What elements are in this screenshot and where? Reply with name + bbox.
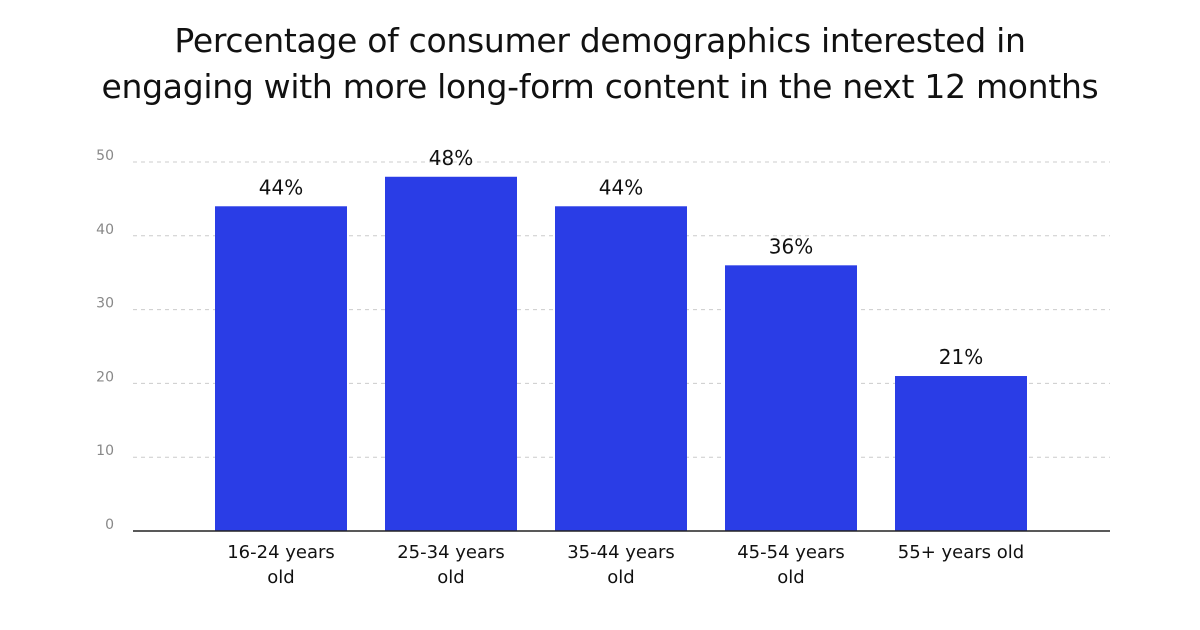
x-tick-label: 55+ years old — [898, 542, 1024, 563]
x-tick-label: 45-54 years — [737, 542, 845, 563]
x-tick-label: 16-24 years — [227, 542, 335, 563]
chart-title-line-1: Percentage of consumer demographics inte… — [174, 21, 1026, 60]
data-label: 44% — [599, 175, 643, 199]
y-tick-label: 10 — [96, 443, 114, 459]
bar — [215, 206, 347, 531]
bar — [555, 206, 687, 531]
bar — [385, 176, 517, 531]
y-tick-label: 20 — [96, 369, 114, 385]
y-tick-label: 50 — [96, 148, 114, 164]
data-label: 48% — [429, 146, 473, 170]
x-tick-label: old — [267, 567, 294, 588]
x-tick-label: old — [437, 567, 464, 588]
x-tick-label: old — [777, 567, 804, 588]
data-label: 21% — [939, 345, 983, 369]
y-tick-label: 30 — [96, 296, 114, 312]
y-tick-label: 0 — [105, 517, 114, 533]
chart-title-line-2: engaging with more long-form content in … — [101, 67, 1099, 106]
bar — [725, 265, 857, 531]
x-tick-label: 25-34 years — [397, 542, 505, 563]
x-tick-label: 35-44 years — [567, 542, 675, 563]
data-label: 44% — [259, 175, 303, 199]
bar — [895, 376, 1027, 531]
y-tick-label: 40 — [96, 222, 114, 238]
data-label: 36% — [769, 234, 813, 258]
x-tick-label: old — [607, 567, 634, 588]
chart-title: Percentage of consumer demographics inte… — [0, 18, 1200, 110]
